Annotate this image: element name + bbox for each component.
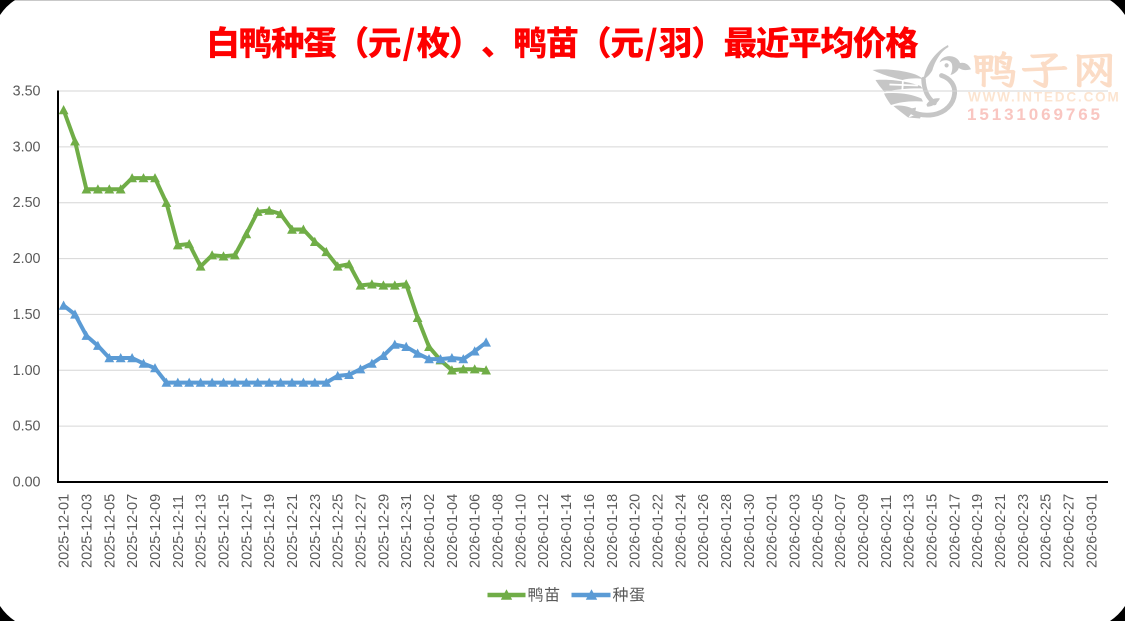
svg-text:2026-01-24: 2026-01-24: [673, 494, 689, 568]
svg-text:2025-12-21: 2025-12-21: [285, 494, 301, 568]
svg-text:2026-01-06: 2026-01-06: [468, 494, 484, 568]
svg-text:2026-01-04: 2026-01-04: [445, 494, 461, 568]
svg-text:2026-02-01: 2026-02-01: [765, 494, 781, 568]
svg-text:2025-12-17: 2025-12-17: [239, 494, 255, 568]
svg-text:2026-01-18: 2026-01-18: [605, 494, 621, 568]
svg-text:2026-01-22: 2026-01-22: [650, 494, 666, 568]
svg-text:2025-12-29: 2025-12-29: [376, 494, 392, 568]
svg-text:2025-12-13: 2025-12-13: [194, 494, 210, 568]
svg-text:2025-12-25: 2025-12-25: [331, 494, 347, 568]
svg-text:3.00: 3.00: [13, 139, 41, 155]
svg-text:2026-02-13: 2026-02-13: [902, 494, 918, 568]
svg-text:2025-12-09: 2025-12-09: [148, 494, 164, 568]
svg-text:2025-12-01: 2025-12-01: [57, 494, 73, 568]
svg-text:2025-12-07: 2025-12-07: [125, 494, 141, 568]
svg-text:1.50: 1.50: [13, 307, 41, 323]
svg-text:2026-01-26: 2026-01-26: [696, 494, 712, 568]
svg-text:2025-12-05: 2025-12-05: [102, 494, 118, 568]
svg-text:2026-01-20: 2026-01-20: [628, 494, 644, 568]
svg-text:2026-01-28: 2026-01-28: [719, 494, 735, 568]
svg-text:2026-02-17: 2026-02-17: [947, 494, 963, 568]
svg-text:2025-12-31: 2025-12-31: [399, 494, 415, 568]
svg-text:2025-12-15: 2025-12-15: [217, 494, 233, 568]
svg-text:2026-02-05: 2026-02-05: [810, 494, 826, 568]
svg-text:2026-02-27: 2026-02-27: [1062, 494, 1078, 568]
svg-text:2026-02-11: 2026-02-11: [879, 495, 895, 568]
svg-text:2026-02-25: 2026-02-25: [1039, 494, 1055, 568]
svg-text:1.00: 1.00: [13, 363, 41, 379]
svg-text:15131069765: 15131069765: [967, 105, 1103, 124]
svg-text:2026-01-12: 2026-01-12: [536, 494, 552, 568]
svg-text:2026-02-03: 2026-02-03: [788, 494, 804, 568]
svg-text:2026-02-15: 2026-02-15: [925, 494, 941, 568]
svg-text:2026-01-08: 2026-01-08: [491, 494, 507, 568]
svg-text:2025-12-03: 2025-12-03: [79, 494, 95, 568]
svg-text:2026-01-02: 2026-01-02: [422, 494, 438, 568]
svg-text:2026-02-21: 2026-02-21: [993, 494, 1009, 568]
svg-text:2026-02-23: 2026-02-23: [1016, 494, 1032, 568]
svg-text:0.50: 0.50: [13, 419, 41, 435]
svg-text:2026-01-10: 2026-01-10: [513, 494, 529, 568]
svg-text:2025-12-11: 2025-12-11: [171, 495, 187, 568]
svg-text:2.50: 2.50: [13, 195, 41, 211]
svg-text:2026-01-14: 2026-01-14: [559, 494, 575, 568]
svg-text:2026-02-19: 2026-02-19: [970, 494, 986, 568]
svg-text:2026-01-30: 2026-01-30: [742, 494, 758, 568]
svg-text:2.00: 2.00: [13, 251, 41, 267]
svg-text:2025-12-27: 2025-12-27: [354, 494, 370, 568]
svg-text:2025-12-23: 2025-12-23: [308, 494, 324, 568]
svg-text:0.00: 0.00: [13, 475, 41, 491]
svg-text:2026-02-07: 2026-02-07: [833, 494, 849, 568]
svg-text:2025-12-19: 2025-12-19: [262, 494, 278, 568]
svg-text:WWW.INTEDC.COM: WWW.INTEDC.COM: [968, 90, 1121, 105]
svg-text:3.50: 3.50: [13, 84, 41, 100]
svg-text:2026-02-09: 2026-02-09: [856, 494, 872, 568]
svg-text:2026-01-16: 2026-01-16: [582, 494, 598, 568]
svg-text:2026-03-01: 2026-03-01: [1084, 494, 1100, 568]
